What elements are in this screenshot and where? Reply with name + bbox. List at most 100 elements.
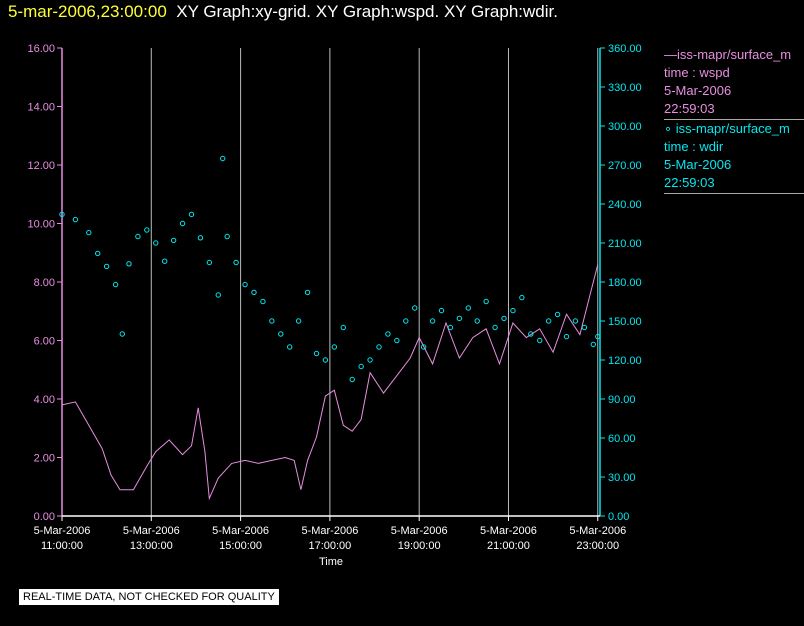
wdir-point [510, 307, 516, 314]
x-tick-label-time: 11:00:00 [41, 540, 83, 552]
wdir-point [260, 298, 266, 305]
wdir-point [572, 318, 579, 324]
wdir-point [438, 307, 445, 314]
legend-variable: time : wspd [664, 65, 730, 80]
x-tick-label-date: 5-Mar-2006 [301, 525, 358, 537]
legend-entry-wspd: —iss-mapr/surface_m time : wspd 5-Mar-20… [664, 46, 804, 120]
y-right-tick-label: 120.00 [608, 355, 642, 367]
y-left-tick-label: 12.00 [27, 160, 55, 172]
wdir-point [135, 233, 141, 240]
wdir-point [367, 357, 373, 363]
x-tick-label-time: 17:00:00 [308, 540, 351, 552]
y-left-tick-label: 8.00 [34, 277, 55, 289]
wdir-point [153, 240, 159, 246]
x-tick-label-time: 15:00:00 [219, 540, 262, 552]
y-right-tick-label: 240.00 [608, 199, 642, 211]
wdir-point [215, 292, 221, 298]
wdir-point [161, 258, 168, 264]
wdir-point [420, 344, 427, 350]
wdir-point [197, 235, 204, 241]
wdir-point [358, 363, 364, 370]
legend-time: 22:59:03 [664, 101, 715, 116]
y-right-tick-label: 60.00 [608, 433, 636, 445]
y-left-tick-label: 16.00 [27, 43, 55, 55]
title-graphs: XY Graph:xy-grid. XY Graph:wspd. XY Grap… [176, 2, 558, 21]
legend-date: 5-Mar-2006 [664, 83, 732, 98]
y-right-tick-label: 330.00 [608, 82, 642, 94]
x-tick-label-date: 5-Mar-2006 [569, 525, 626, 537]
wdir-point [595, 333, 601, 340]
wdir-point [287, 344, 293, 350]
x-tick-label-date: 5-Mar-2006 [123, 525, 180, 537]
x-axis-label: Time [319, 556, 343, 568]
wdir-point [349, 376, 355, 383]
wdir-point [206, 259, 213, 266]
x-tick-label-date: 5-Mar-2006 [212, 525, 269, 537]
wspd-series-line [61, 264, 599, 501]
wdir-point [474, 318, 480, 324]
wdir-point [322, 357, 329, 363]
wdir-point [340, 324, 346, 331]
wdir-point [545, 318, 552, 324]
wdir-point [126, 261, 132, 267]
x-tick-label-time: 21:00:00 [487, 540, 530, 552]
wdir-point [103, 263, 110, 270]
wdir-point [465, 305, 471, 311]
wdir-point [554, 311, 561, 318]
wdir-point [188, 211, 195, 218]
wdir-point [492, 324, 498, 331]
wdir-point [224, 233, 230, 240]
x-tick-label-date: 5-Mar-2006 [34, 525, 91, 537]
wdir-point [119, 331, 125, 337]
y-right-tick-label: 150.00 [608, 316, 642, 328]
wdir-point [429, 318, 436, 324]
legend-source: —iss-mapr/surface_m [664, 47, 792, 62]
y-right-tick-label: 270.00 [608, 160, 642, 172]
wdir-point [251, 289, 257, 296]
wdir-point [385, 331, 391, 337]
wdir-point [590, 341, 597, 348]
y-right-tick-label: 0.00 [608, 511, 629, 523]
wdir-point [581, 324, 588, 331]
wdir-point [179, 220, 186, 227]
wdir-point [144, 227, 150, 233]
chart-title: 5-mar-2006,23:00:00 XY Graph:xy-grid. XY… [8, 2, 558, 22]
wdir-point [563, 333, 570, 340]
legend-source: ∘ iss-mapr/surface_m [664, 121, 790, 136]
y-right-tick-label: 90.00 [608, 394, 636, 406]
wdir-point [170, 237, 177, 244]
wdir-point [456, 315, 463, 322]
y-right-tick-label: 360.00 [608, 43, 642, 55]
wdir-point [528, 331, 534, 337]
wdir-point [394, 337, 400, 344]
legend-entry-wdir: ∘ iss-mapr/surface_m time : wdir 5-Mar-2… [664, 120, 804, 194]
wdir-point [537, 337, 543, 344]
y-left-tick-label: 10.00 [27, 219, 55, 231]
wdir-point [447, 324, 454, 331]
legend: —iss-mapr/surface_m time : wspd 5-Mar-20… [664, 46, 804, 194]
wdir-point [59, 211, 65, 218]
y-right-tick-label: 210.00 [608, 238, 642, 250]
wdir-point [72, 216, 79, 223]
wdir-point [278, 331, 284, 337]
wdir-point [376, 344, 382, 350]
title-timestamp: 5-mar-2006,23:00:00 [8, 2, 167, 21]
wdir-point [331, 344, 338, 350]
legend-time: 22:59:03 [664, 175, 715, 190]
wdir-point [313, 350, 320, 357]
y-left-tick-label: 14.00 [27, 102, 55, 114]
wdir-point [242, 281, 248, 288]
wdir-point [304, 289, 311, 296]
y-right-tick-label: 30.00 [608, 472, 636, 484]
x-tick-label-time: 13:00:00 [130, 540, 173, 552]
wdir-point [269, 318, 275, 324]
wdir-point [86, 229, 92, 236]
wdir-point [403, 318, 409, 324]
wdir-point [519, 294, 525, 301]
wdir-point [233, 259, 239, 266]
wdir-point [483, 298, 489, 305]
y-right-tick-label: 300.00 [608, 121, 642, 133]
y-right-tick-label: 180.00 [608, 277, 642, 289]
x-tick-label-date: 5-Mar-2006 [480, 525, 537, 537]
